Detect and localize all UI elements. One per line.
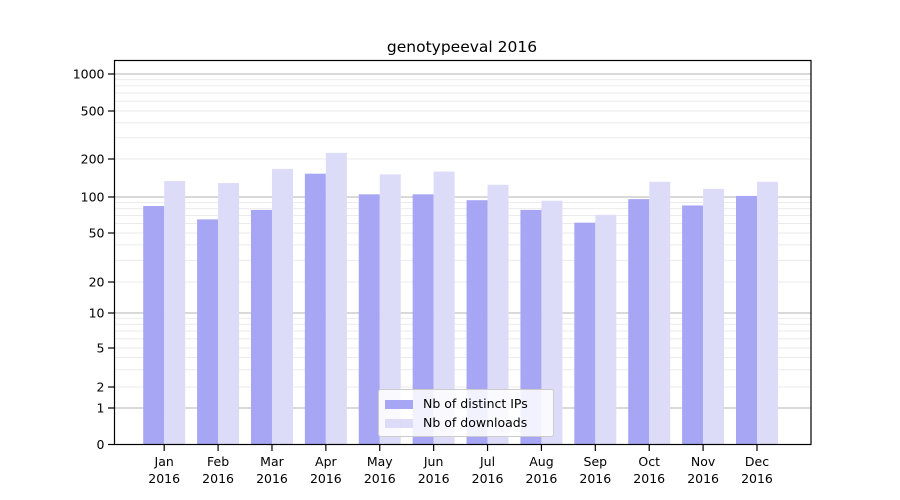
bar-downloads — [218, 183, 240, 445]
legend-item-distinct-ips: Nb of distinct IPs — [385, 395, 553, 414]
y-tick-label: 0 — [97, 437, 105, 452]
bar-downloads — [541, 200, 563, 445]
y-tick-label: 500 — [81, 103, 105, 118]
legend-label-downloads: Nb of downloads — [423, 415, 528, 431]
y-tick-label: 50 — [89, 225, 105, 240]
y-tick-label: 1000 — [73, 66, 105, 81]
bar-distinct-ips — [412, 194, 434, 445]
bar-distinct-ips — [250, 209, 272, 445]
x-tick-label-year: 2016 — [310, 471, 342, 486]
x-tick-label-year: 2016 — [364, 471, 396, 486]
bar-distinct-ips — [520, 209, 542, 445]
x-tick-label-year: 2016 — [579, 471, 611, 486]
x-tick-label-month: Jul — [479, 454, 495, 469]
legend: Nb of distinct IPs Nb of downloads — [378, 389, 554, 437]
bars-layer — [143, 152, 778, 445]
x-tick-label-month: May — [367, 454, 393, 469]
y-tick-label: 20 — [89, 274, 105, 289]
bar-distinct-ips — [304, 173, 326, 445]
x-tick-label-month: Jun — [423, 454, 444, 469]
bar-distinct-ips — [735, 195, 757, 445]
bar-distinct-ips — [682, 205, 704, 445]
y-tick-label: 100 — [81, 189, 105, 204]
y-tick-label: 2 — [97, 379, 105, 394]
bar-distinct-ips — [143, 206, 165, 445]
axes-layer: 0 1 2 5 10 20 50 100 200 500 1000 Jan 2016 Feb 2016 Mar… — [73, 59, 812, 486]
x-tick-label-month: Sep — [584, 454, 608, 469]
x-tick-label-month: Dec — [745, 454, 769, 469]
bar-downloads — [595, 214, 617, 445]
chart-title: genotypeeval 2016 — [387, 38, 537, 56]
bar-downloads — [487, 184, 509, 445]
y-tick-label: 200 — [81, 151, 105, 166]
bar-distinct-ips — [574, 222, 596, 445]
bar-distinct-ips — [197, 219, 219, 445]
bar-downloads — [379, 174, 401, 445]
x-tick-label-year: 2016 — [202, 471, 234, 486]
x-tick-label-year: 2016 — [633, 471, 665, 486]
bar-downloads — [756, 181, 778, 445]
x-tick-label-year: 2016 — [526, 471, 558, 486]
x-tick-label-month: Oct — [638, 454, 660, 469]
legend-swatch-distinct-ips — [385, 400, 413, 409]
bar-downloads — [325, 152, 347, 445]
bar-downloads — [703, 188, 725, 445]
x-tick-label-year: 2016 — [687, 471, 719, 486]
x-tick-label-year: 2016 — [418, 471, 450, 486]
plot-border — [113, 59, 812, 446]
x-tick-label-year: 2016 — [741, 471, 773, 486]
bar-downloads — [271, 168, 293, 445]
legend-swatch-downloads — [385, 419, 413, 428]
x-tick-label-month: Aug — [529, 454, 553, 469]
bar-downloads — [433, 171, 455, 445]
x-tick-label-year: 2016 — [148, 471, 180, 486]
y-tick-label: 5 — [97, 340, 105, 355]
bar-distinct-ips — [358, 194, 380, 445]
x-tick-label-month: Jan — [154, 454, 174, 469]
bar-distinct-ips — [466, 200, 488, 445]
bar-downloads — [649, 181, 671, 445]
y-tick-label: 1 — [97, 400, 105, 415]
x-tick-label-year: 2016 — [256, 471, 288, 486]
x-tick-label-year: 2016 — [472, 471, 504, 486]
bar-downloads — [164, 180, 186, 445]
x-tick-label-month: Apr — [315, 454, 337, 469]
y-tick-label: 10 — [89, 305, 105, 320]
x-tick-label-month: Feb — [207, 454, 229, 469]
bar-distinct-ips — [628, 199, 650, 445]
x-tick-label-month: Mar — [260, 454, 284, 469]
legend-label-distinct-ips: Nb of distinct IPs — [423, 396, 528, 412]
legend-item-downloads: Nb of downloads — [385, 414, 553, 433]
x-tick-label-month: Nov — [691, 454, 716, 469]
